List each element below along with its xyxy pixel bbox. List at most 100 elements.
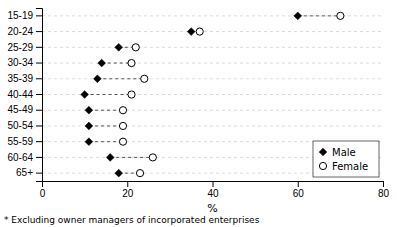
grid-line: [42, 63, 383, 64]
grid-line: [42, 31, 383, 32]
connector: [85, 94, 132, 95]
tick: 20: [122, 181, 134, 199]
point: [136, 170, 143, 177]
point: [115, 169, 123, 177]
tick: 55-59: [7, 136, 42, 147]
tick: 80: [378, 181, 390, 199]
tick-label: 0: [40, 188, 46, 199]
tick: 30-34: [7, 57, 42, 68]
grid-line: [42, 15, 383, 16]
connector: [89, 125, 123, 126]
legend-marker: [319, 162, 326, 169]
point: [141, 75, 148, 82]
tick-mark: [36, 94, 42, 95]
grid-line: [42, 110, 383, 111]
point: [294, 12, 302, 20]
tick: 45-49: [7, 104, 42, 115]
tick-mark: [383, 181, 384, 187]
tick-label: 15-19: [7, 10, 33, 21]
point: [119, 138, 126, 145]
tick: 0: [40, 181, 46, 199]
legend-label: Female: [332, 161, 368, 172]
point: [128, 91, 135, 98]
tick: 15-19: [7, 10, 42, 21]
connector: [298, 15, 341, 16]
grid-line: [42, 94, 383, 95]
point: [149, 154, 156, 161]
tick-mark: [36, 173, 42, 174]
point: [85, 106, 93, 114]
connector: [110, 157, 153, 158]
tick-mark: [36, 141, 42, 142]
point: [132, 44, 139, 51]
tick-label: 55-59: [7, 136, 33, 147]
tick-label: 20: [122, 188, 134, 199]
grid-line: [42, 78, 383, 79]
tick: 25-29: [7, 42, 42, 53]
tick: 35-39: [7, 73, 42, 84]
tick: 65+: [16, 167, 42, 178]
point: [115, 43, 123, 51]
tick: 60: [293, 181, 305, 199]
point: [94, 75, 102, 83]
grid: [42, 16, 383, 173]
grid-line: [42, 47, 383, 48]
tick: 40-44: [7, 89, 42, 100]
legend-label: Male: [332, 147, 356, 158]
point: [128, 59, 135, 66]
tick-label: 40: [207, 188, 219, 199]
tick-label: 60: [293, 188, 305, 199]
tick-label: 35-39: [7, 73, 33, 84]
chart: 0 20 40 60 80 15-19 20-24 25-29 30-34 35-39 40-44 4…: [0, 0, 397, 227]
tick: 50-54: [7, 120, 42, 131]
tick-label: 65+: [16, 167, 33, 178]
grid-line: [42, 125, 383, 126]
tick-label: 80: [378, 188, 390, 199]
tick-mark: [36, 47, 42, 48]
point: [106, 154, 114, 162]
tick-mark: [36, 78, 42, 79]
point: [81, 91, 89, 99]
point: [187, 28, 195, 36]
y-axis: 15-19 20-24 25-29 30-34 35-39 40-44 45-49 50-54…: [7, 9, 42, 182]
point: [85, 138, 93, 146]
tick-mark: [127, 181, 128, 187]
tick-label: 20-24: [7, 26, 33, 37]
tick-mark: [298, 181, 299, 187]
footnote: * Excluding owner managers of incorporat…: [4, 215, 260, 225]
tick: 40: [207, 181, 219, 199]
connector: [102, 63, 132, 64]
connector: [89, 141, 123, 142]
marks: [81, 12, 344, 177]
tick: 20-24: [7, 26, 42, 37]
axis-title: %: [207, 202, 217, 215]
axis-line: [43, 182, 384, 188]
tick-mark: [36, 63, 42, 64]
tick-label: 50-54: [7, 120, 33, 131]
point: [98, 59, 106, 67]
axis-line: [36, 9, 43, 182]
legend: Male Female: [313, 141, 379, 177]
legend-marker: [319, 148, 327, 156]
tick-mark: [36, 125, 42, 126]
tick-label: 45-49: [7, 104, 33, 115]
tick: 60-64: [7, 152, 42, 163]
tick-label: 60-64: [7, 152, 33, 163]
legend-frame: [313, 141, 379, 177]
tick-mark: [36, 31, 42, 32]
tick-label: 40-44: [7, 89, 33, 100]
point: [119, 122, 126, 129]
tick-mark: [213, 181, 214, 187]
tick-mark: [36, 157, 42, 158]
point: [196, 28, 203, 35]
point: [119, 107, 126, 114]
point: [337, 12, 344, 19]
tick-label: 30-34: [7, 57, 33, 68]
x-axis: 0 20 40 60 80: [40, 181, 390, 199]
tick-label: 25-29: [7, 42, 33, 53]
connector: [89, 110, 123, 111]
tick-mark: [36, 110, 42, 111]
point: [85, 122, 93, 130]
tick-mark: [36, 15, 42, 16]
connector: [97, 78, 144, 79]
